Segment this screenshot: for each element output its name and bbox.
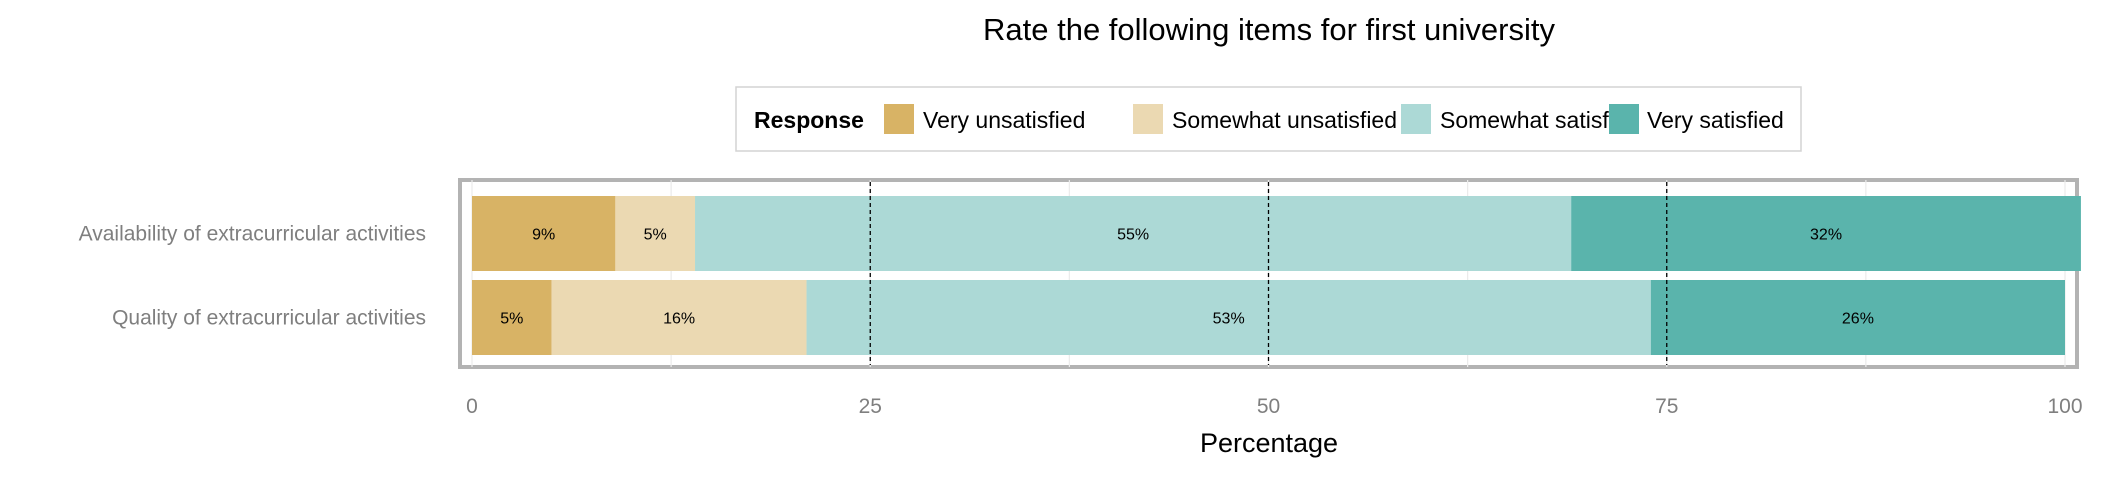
data-label: 26% xyxy=(1842,311,1874,328)
legend-label-somewhat-unsatisfied: Somewhat unsatisfied xyxy=(1172,107,1397,133)
bar-quality-of-extracurricular-activities-very-unsatisfied xyxy=(472,280,552,355)
bar-quality-of-extracurricular-activities-somewhat-satisfied xyxy=(806,280,1651,355)
legend-label-very-satisfied: Very satisfied xyxy=(1647,107,1784,133)
x-axis-title: Percentage xyxy=(1200,428,1338,458)
legend-swatch-somewhat-unsatisfied xyxy=(1133,104,1163,134)
category-label-availability-of-extracurricular-activities: Availability of extracurricular activiti… xyxy=(79,223,426,246)
bar-availability-of-extracurricular-activities-somewhat-unsatisfied xyxy=(615,196,696,271)
data-label: 53% xyxy=(1213,311,1245,328)
data-label: 9% xyxy=(532,227,555,244)
legend-swatch-very-satisfied xyxy=(1609,104,1639,134)
data-label: 55% xyxy=(1117,227,1149,244)
legend-title: Response xyxy=(754,107,864,133)
bar-quality-of-extracurricular-activities-very-satisfied xyxy=(1650,280,2065,355)
legend-swatch-somewhat-satisfied xyxy=(1401,104,1431,134)
x-tick-label: 25 xyxy=(859,395,882,418)
x-tick-label: 0 xyxy=(466,395,478,418)
legend-swatch-very-unsatisfied xyxy=(884,104,914,134)
chart-title: Rate the following items for first unive… xyxy=(983,12,1555,47)
bar-availability-of-extracurricular-activities-somewhat-satisfied xyxy=(695,196,1572,271)
data-label: 5% xyxy=(644,227,667,244)
category-label-quality-of-extracurricular-activities: Quality of extracurricular activities xyxy=(112,307,426,330)
data-label: 5% xyxy=(500,311,523,328)
legend: Response Very unsatisfied Somewhat unsati… xyxy=(735,86,1802,152)
x-tick-label: 100 xyxy=(2047,395,2082,418)
data-label: 32% xyxy=(1810,227,1842,244)
bar-availability-of-extracurricular-activities-very-satisfied xyxy=(1571,196,2081,271)
bar-quality-of-extracurricular-activities-somewhat-unsatisfied xyxy=(551,280,807,355)
x-tick-label: 50 xyxy=(1257,395,1280,418)
reference-lines xyxy=(869,182,1668,365)
x-tick-label: 75 xyxy=(1655,395,1678,418)
legend-label-very-unsatisfied: Very unsatisfied xyxy=(923,107,1085,133)
x-axis-ticks: 0 25 50 75 100 xyxy=(466,395,2082,418)
legend-label-somewhat-satisfied: Somewhat satisfied xyxy=(1440,107,1639,133)
category-labels: Availability of extracurricular activiti… xyxy=(79,223,426,330)
data-label: 16% xyxy=(663,311,695,328)
bars xyxy=(472,196,2081,355)
bar-labels: 9% 5% 55% 32% 5% 16% 53% 26% xyxy=(500,227,1874,328)
bar-availability-of-extracurricular-activities-very-unsatisfied xyxy=(472,196,616,271)
